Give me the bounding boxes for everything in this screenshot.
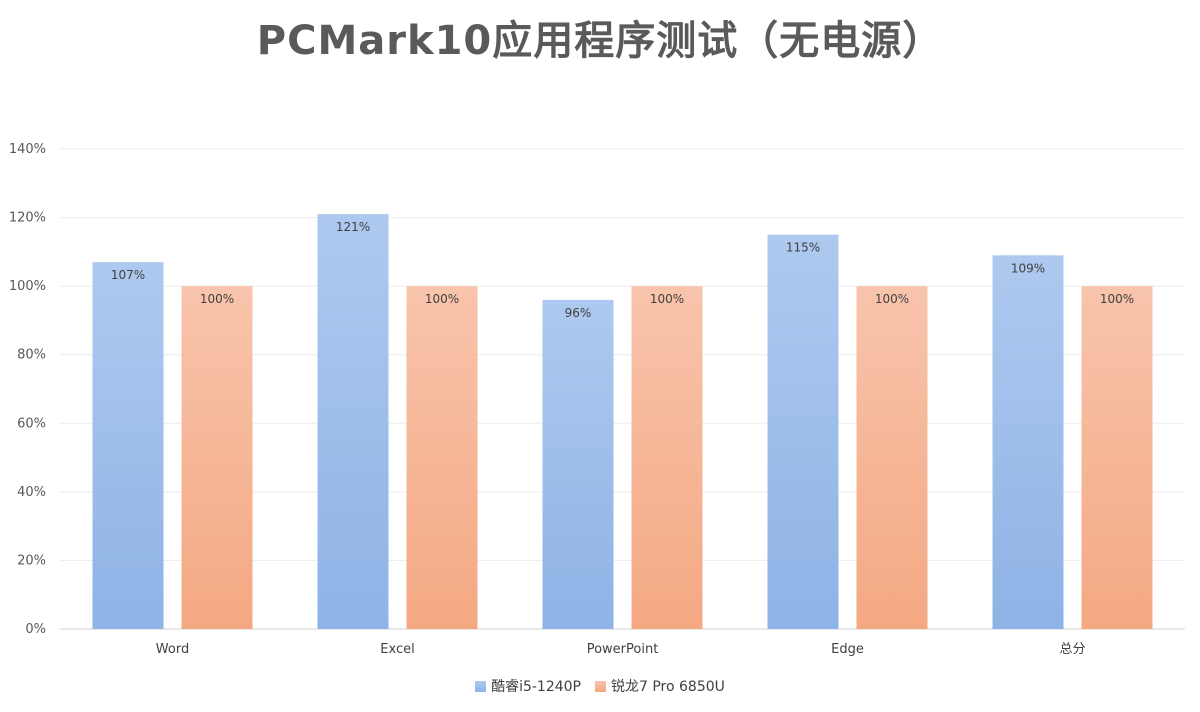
legend-item-series-2: 锐龙7 Pro 6850U [595, 676, 725, 696]
bar [767, 234, 839, 629]
y-tick-label: 40% [17, 485, 46, 500]
data-label: 109% [1011, 261, 1045, 275]
bar [92, 262, 164, 629]
y-tick-label: 20% [17, 553, 46, 568]
data-label: 100% [875, 292, 909, 306]
bar [181, 286, 253, 629]
data-label: 96% [565, 306, 592, 320]
legend: 酷睿i5-1240P 锐龙7 Pro 6850U [0, 676, 1200, 696]
x-tick-label: Edge [831, 642, 864, 657]
data-label: 100% [650, 292, 684, 306]
x-tick-label: 总分 [1059, 642, 1085, 657]
y-tick-label: 0% [25, 622, 46, 637]
data-label: 100% [200, 292, 234, 306]
legend-item-series-1: 酷睿i5-1240P [475, 676, 581, 696]
y-tick-label: 80% [17, 348, 46, 363]
bar [856, 286, 928, 629]
y-tick-label: 60% [17, 416, 46, 431]
x-tick-label: PowerPoint [587, 642, 659, 657]
data-label: 100% [1100, 292, 1134, 306]
bar [542, 299, 614, 629]
legend-swatch-series-2 [595, 680, 606, 692]
bar [317, 214, 389, 629]
legend-label-series-1: 酷睿i5-1240P [491, 679, 581, 695]
bar [631, 286, 703, 629]
data-label: 115% [786, 241, 820, 255]
bar [406, 286, 478, 629]
chart-title: PCMark10应用程序测试（无电源） [256, 18, 944, 64]
data-label: 100% [425, 292, 459, 306]
x-tick-label: Word [156, 642, 189, 657]
legend-label-series-2: 锐龙7 Pro 6850U [611, 679, 725, 695]
bar [992, 255, 1064, 630]
y-tick-label: 100% [9, 279, 46, 294]
x-tick-label: Excel [380, 642, 414, 657]
label-layer: 0% 20% 40% 60% 80% 100% 120% 140% 107% 100% Word 12… [9, 142, 1134, 657]
y-tick-label: 140% [9, 142, 46, 157]
bar-layer [92, 214, 1153, 630]
data-label: 107% [111, 268, 145, 282]
y-tick-label: 120% [9, 211, 46, 226]
data-label: 121% [336, 220, 370, 234]
bar [1081, 286, 1153, 629]
legend-swatch-series-1 [475, 680, 487, 692]
